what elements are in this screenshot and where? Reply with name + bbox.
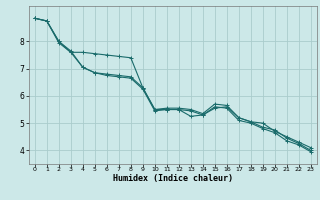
X-axis label: Humidex (Indice chaleur): Humidex (Indice chaleur) (113, 174, 233, 183)
